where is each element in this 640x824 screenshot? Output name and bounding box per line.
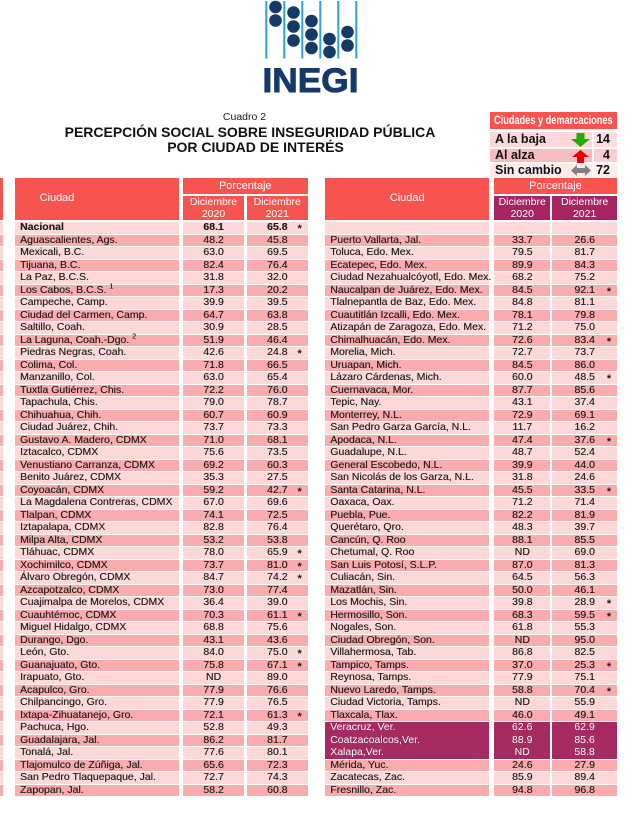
svg-text:INEGI: INEGI	[263, 62, 359, 96]
